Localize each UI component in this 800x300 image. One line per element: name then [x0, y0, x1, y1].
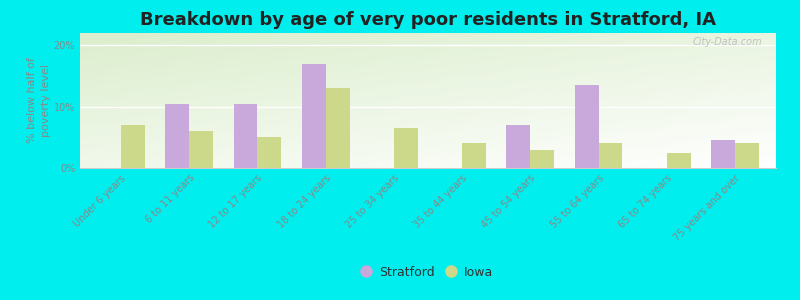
Bar — [506, 125, 530, 168]
Bar — [598, 143, 622, 168]
Y-axis label: % below half of
poverty level: % below half of poverty level — [27, 58, 51, 143]
Text: City-Data.com: City-Data.com — [693, 37, 762, 47]
Bar — [189, 131, 213, 168]
Bar — [667, 153, 690, 168]
Bar — [735, 143, 759, 168]
Bar — [394, 128, 418, 168]
Bar — [258, 137, 282, 168]
Bar — [121, 125, 145, 168]
Bar — [302, 64, 326, 168]
Bar — [166, 103, 189, 168]
Bar — [326, 88, 350, 168]
Bar — [711, 140, 735, 168]
Bar — [574, 85, 598, 168]
Legend: Stratford, Iowa: Stratford, Iowa — [363, 266, 493, 279]
Bar — [462, 143, 486, 168]
Title: Breakdown by age of very poor residents in Stratford, IA: Breakdown by age of very poor residents … — [140, 11, 716, 29]
Bar — [234, 103, 258, 168]
Bar — [530, 150, 554, 168]
